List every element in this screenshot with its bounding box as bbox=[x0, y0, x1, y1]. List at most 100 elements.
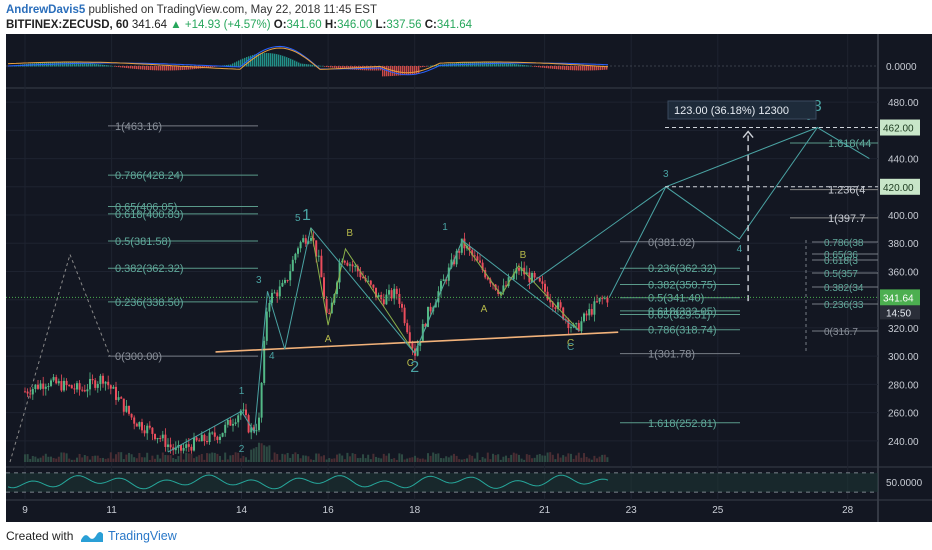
macd-bar bbox=[132, 66, 134, 69]
volume-bar bbox=[323, 455, 325, 462]
volume-bar bbox=[393, 458, 396, 462]
volume-bar bbox=[206, 453, 208, 462]
macd-bar bbox=[228, 64, 230, 67]
tradingview-brand[interactable]: TradingView bbox=[108, 529, 177, 543]
macd-bar bbox=[386, 66, 388, 77]
candle-body bbox=[606, 297, 609, 303]
candle-body bbox=[484, 270, 487, 278]
candle-body bbox=[211, 432, 214, 434]
volume-bar bbox=[237, 452, 240, 462]
symbol-label: BITFINEX:ZECUSD, 60 bbox=[6, 19, 129, 31]
candle-body bbox=[260, 382, 263, 418]
wave-label: 3 bbox=[663, 169, 669, 180]
volume-bar bbox=[229, 455, 232, 462]
volume-bar bbox=[89, 459, 91, 462]
volume-bar bbox=[473, 458, 476, 462]
macd-bar bbox=[328, 66, 330, 68]
macd-bar bbox=[86, 63, 88, 67]
fib-mid-label: 0(381.02) bbox=[648, 237, 695, 249]
volume-bar bbox=[86, 456, 89, 462]
volume-bar bbox=[195, 456, 198, 462]
macd-bar bbox=[300, 63, 302, 67]
last-price: 341.64 bbox=[131, 19, 168, 31]
candle-body bbox=[346, 262, 349, 266]
volume-bar bbox=[471, 455, 474, 462]
candle-body bbox=[237, 415, 240, 423]
candle-body bbox=[450, 259, 453, 268]
volume-bar bbox=[125, 454, 128, 462]
volume-bar bbox=[356, 458, 359, 462]
chart-header: AndrewDavis5 published on TradingView.co… bbox=[0, 0, 932, 34]
macd-bar bbox=[500, 62, 502, 67]
price-chart[interactable]: 240.00260.00280.00300.00320.00340.00360.… bbox=[0, 34, 932, 522]
volume-bar bbox=[172, 457, 175, 462]
volume-bar bbox=[354, 453, 357, 462]
volume-bar bbox=[226, 459, 229, 462]
macd-bar bbox=[512, 63, 514, 67]
wave-label: 2 bbox=[410, 359, 419, 376]
macd-bar bbox=[594, 66, 596, 71]
candle-body bbox=[598, 297, 601, 302]
candle-body bbox=[590, 309, 593, 315]
rsi-level-label: 50.0000 bbox=[886, 478, 923, 489]
macd-bar bbox=[310, 64, 312, 67]
volume-bar bbox=[341, 455, 344, 462]
macd-bar bbox=[510, 63, 512, 67]
candle-body bbox=[455, 251, 458, 265]
volume-bar bbox=[232, 454, 234, 462]
candle-body bbox=[26, 391, 29, 394]
volume-bar bbox=[424, 459, 427, 462]
candle-body bbox=[593, 301, 596, 315]
macd-bar bbox=[556, 66, 558, 70]
macd-bar bbox=[260, 53, 262, 67]
volume-bar bbox=[372, 453, 375, 462]
candle-body bbox=[388, 290, 390, 295]
volume-bar bbox=[198, 455, 201, 462]
volume-bar bbox=[606, 457, 609, 462]
candle-body bbox=[141, 422, 143, 431]
macd-bar bbox=[186, 66, 188, 70]
macd-bar bbox=[158, 66, 160, 71]
volume-bar bbox=[164, 454, 167, 462]
volume-bar bbox=[120, 452, 123, 462]
candle-body bbox=[325, 298, 328, 313]
volume-bar bbox=[55, 458, 58, 462]
volume-bar bbox=[135, 458, 138, 462]
volume-bar bbox=[385, 455, 388, 462]
volume-bar bbox=[154, 458, 156, 462]
high-label: H: bbox=[324, 19, 338, 31]
macd-bar bbox=[72, 62, 74, 67]
macd-bar bbox=[600, 66, 602, 71]
macd-bar bbox=[226, 64, 228, 67]
macd-bar bbox=[426, 66, 428, 67]
volume-bar bbox=[419, 458, 422, 462]
macd-bar bbox=[520, 64, 522, 67]
candle-body bbox=[512, 273, 515, 280]
fib-left-label: 0.382(362.32) bbox=[115, 263, 184, 275]
candle-body bbox=[416, 345, 419, 356]
volume-bar bbox=[377, 457, 380, 462]
candle-body bbox=[336, 282, 338, 295]
macd-bar bbox=[292, 59, 294, 67]
volume-bar bbox=[276, 453, 279, 462]
macd-bar bbox=[274, 53, 276, 67]
price-tag-label: 341.64 bbox=[883, 293, 914, 304]
macd-bar bbox=[344, 66, 346, 69]
macd-bar bbox=[574, 66, 576, 71]
macd-bar bbox=[288, 57, 290, 67]
volume-bar bbox=[239, 458, 242, 462]
macd-bar bbox=[148, 66, 150, 70]
candle-body bbox=[559, 302, 562, 308]
macd-bar bbox=[138, 66, 140, 70]
macd-bar bbox=[320, 65, 322, 67]
macd-bar bbox=[98, 64, 100, 67]
volume-bar bbox=[133, 457, 136, 462]
macd-bar bbox=[484, 62, 486, 67]
macd-zero-label: 0.0000 bbox=[886, 62, 917, 73]
candle-body bbox=[102, 375, 104, 384]
author-link[interactable]: AndrewDavis5 bbox=[6, 4, 86, 16]
price-tag-label: 462.00 bbox=[883, 124, 914, 135]
volume-bar bbox=[312, 459, 315, 462]
macd-bar bbox=[584, 66, 586, 71]
volume-bar bbox=[447, 457, 450, 462]
